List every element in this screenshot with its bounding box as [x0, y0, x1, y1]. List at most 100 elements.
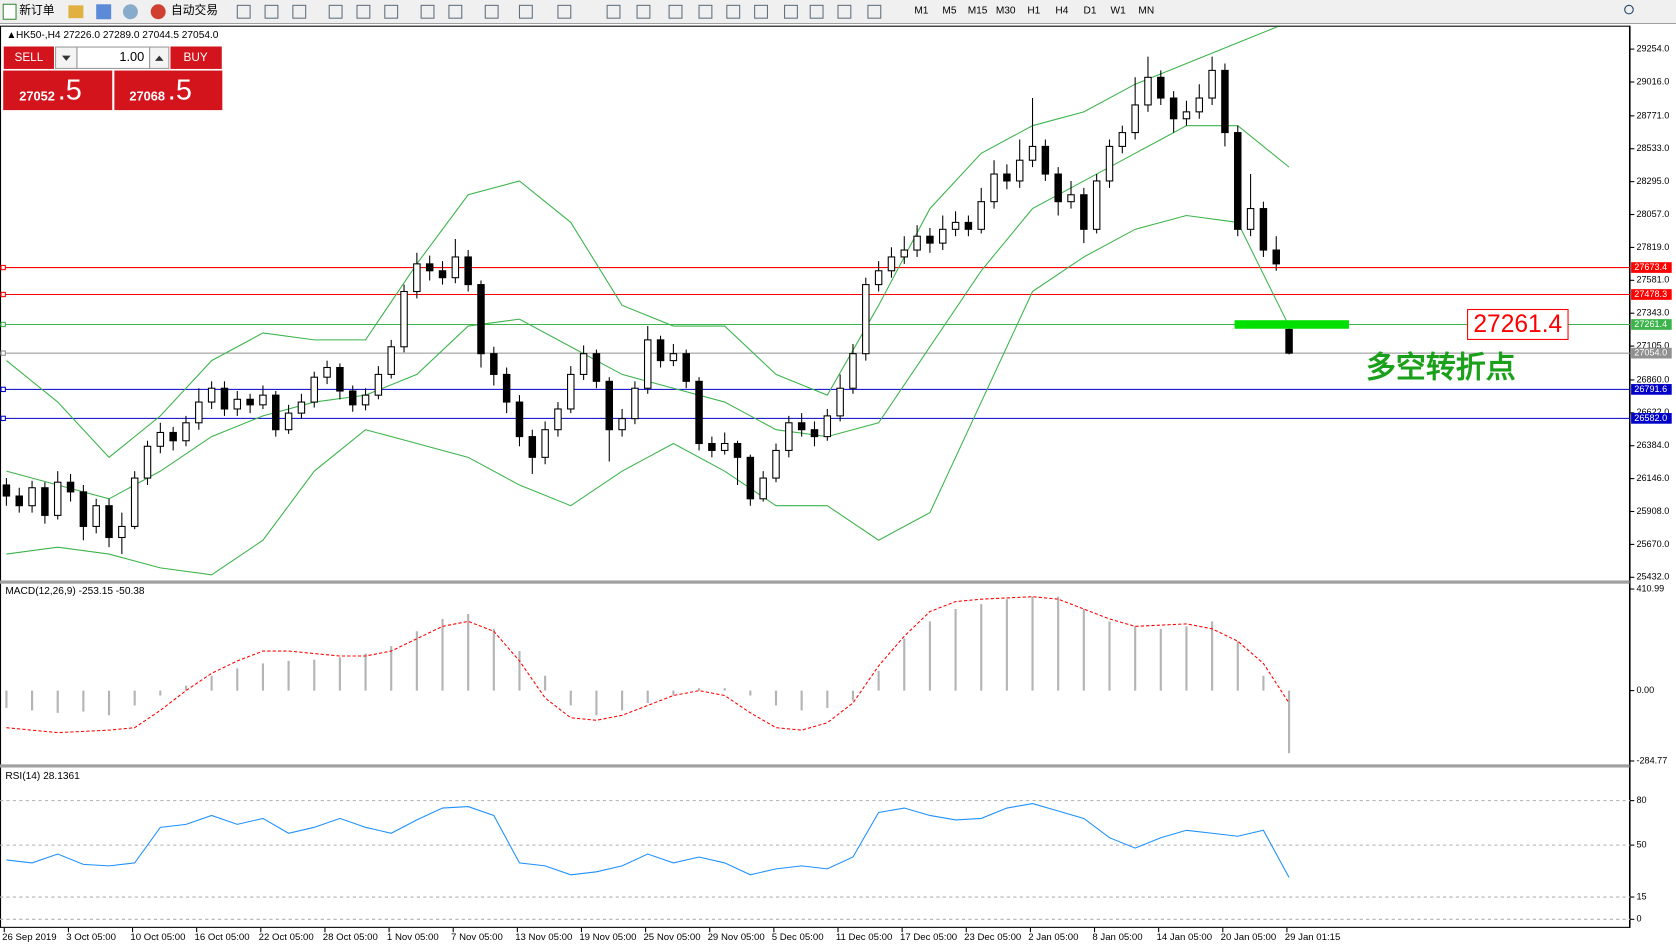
macd-bar — [159, 690, 162, 696]
timeframe-button[interactable]: M5 — [942, 5, 956, 16]
toolbar-icon[interactable] — [264, 4, 279, 19]
timeframe-button[interactable]: M1 — [914, 5, 928, 16]
toolbar-icon[interactable] — [867, 4, 882, 19]
toolbar-icon[interactable] — [557, 4, 572, 19]
candle-body — [207, 387, 216, 403]
x-tick-label: 16 Oct 05:00 — [195, 932, 250, 943]
price-level-tag — [1631, 347, 1672, 359]
toolbar-icon[interactable] — [448, 4, 463, 19]
candle-body — [785, 422, 793, 451]
timeframe-button[interactable]: M15 — [968, 5, 988, 16]
candle-body — [1041, 145, 1050, 175]
toolbar-icon[interactable] — [68, 5, 84, 19]
toolbar-icon[interactable] — [809, 4, 824, 19]
timeframe-button[interactable]: H1 — [1027, 5, 1040, 16]
bid-price: 27052 — [19, 89, 55, 104]
toolbar-icon[interactable] — [698, 4, 713, 19]
macd-bar — [467, 613, 470, 691]
x-tick-label: 2 Jan 05:00 — [1028, 932, 1078, 943]
y-tick-label: 0.00 — [1636, 685, 1654, 695]
candle-body — [348, 390, 357, 406]
auto-trading-icon[interactable] — [150, 4, 166, 20]
candle-body — [900, 249, 909, 258]
buy-price-box[interactable] — [114, 70, 223, 111]
macd-bar — [980, 604, 983, 691]
annotation-note: 多空转折点 — [1366, 351, 1516, 384]
y-tick-label: -284.77 — [1636, 755, 1667, 765]
candle-body — [964, 221, 973, 230]
toolbar-icon[interactable] — [668, 4, 683, 19]
x-tick-label: 19 Nov 05:00 — [579, 932, 636, 943]
timeframe-button[interactable]: D1 — [1084, 5, 1097, 16]
candle-body — [195, 401, 203, 424]
macd-bar — [1287, 690, 1291, 754]
y-tick-label: 26384.0 — [1636, 440, 1669, 450]
price-level-label: 26582.0 — [1634, 413, 1667, 423]
macd-bar — [338, 657, 341, 691]
y-tick-label: 28057.0 — [1636, 209, 1669, 219]
sell-button[interactable] — [2, 45, 56, 71]
toolbar-icon[interactable] — [784, 4, 798, 19]
candle-body — [220, 387, 229, 410]
macd-bar — [1185, 626, 1188, 691]
candle-body — [336, 366, 344, 392]
toolbar-icon[interactable] — [518, 4, 533, 19]
macd-bar — [415, 631, 418, 691]
panel-separator — [0, 764, 1631, 768]
sell-price-box[interactable] — [3, 70, 113, 111]
arrow-icon — [61, 55, 71, 61]
y-tick-label: 410.99 — [1636, 583, 1664, 593]
one-click-trading: SELL 1.00 BUY 27052 .5 27068 .5 — [2, 45, 223, 111]
auto-trading-button[interactable]: 自动交易 — [171, 3, 218, 17]
search-icon[interactable] — [1624, 4, 1634, 15]
y-tick-label: 25432.0 — [1636, 572, 1669, 582]
x-tick-label: 11 Dec 05:00 — [836, 932, 892, 943]
y-tick-label: 15 — [1636, 891, 1646, 901]
toolbar-icon[interactable] — [236, 4, 251, 19]
macd-bar — [5, 690, 8, 708]
toolbar-icon[interactable] — [122, 4, 138, 20]
candle-body — [605, 380, 614, 431]
timeframe-button[interactable]: H4 — [1055, 5, 1068, 16]
macd-bar — [544, 675, 547, 691]
toolbar-icon[interactable] — [636, 4, 651, 19]
x-tick-label: 13 Nov 05:00 — [515, 932, 572, 943]
toolbar-icon[interactable] — [328, 4, 343, 19]
macd-bar — [30, 690, 34, 711]
toolbar-icon[interactable] — [484, 4, 499, 19]
macd-bar — [236, 668, 239, 691]
candle-body — [169, 431, 177, 442]
toolbar-icon[interactable] — [420, 4, 435, 19]
timeframe-button[interactable]: MN — [1138, 5, 1154, 16]
new-order-button[interactable]: 新订单 — [19, 3, 54, 17]
buy-button[interactable] — [169, 45, 223, 71]
toolbar-icon[interactable] — [96, 4, 112, 20]
macd-bar — [1082, 609, 1085, 691]
toolbar-icon[interactable] — [726, 4, 741, 19]
y-tick-label: 28533.0 — [1636, 143, 1669, 153]
buy-label[interactable]: BUY — [184, 51, 208, 64]
macd-signal — [6, 596, 1290, 734]
x-tick-label: 17 Dec 05:00 — [900, 932, 957, 943]
candle-body — [836, 387, 844, 417]
toolbar-icon[interactable] — [754, 4, 768, 19]
new-order-icon[interactable] — [2, 3, 17, 20]
candle-body — [297, 401, 306, 414]
x-tick-label: 26 Sep 2019 — [2, 932, 57, 943]
macd-bar — [1031, 596, 1034, 691]
candle-body — [939, 228, 947, 244]
macd-bar — [903, 638, 906, 691]
toolbar-icon[interactable] — [292, 4, 307, 19]
toolbar-icon[interactable] — [384, 4, 399, 19]
toolbar-icon[interactable] — [837, 4, 852, 19]
toolbar-icon[interactable] — [356, 4, 371, 19]
candle-body — [53, 481, 62, 516]
lots-value[interactable]: 1.00 — [119, 49, 144, 64]
timeframe-button[interactable]: W1 — [1111, 5, 1127, 16]
toolbar-icon[interactable] — [606, 4, 621, 19]
candle-body — [1054, 173, 1062, 203]
candle-body — [233, 398, 242, 410]
candle-body — [759, 477, 767, 500]
sell-label[interactable]: SELL — [14, 51, 43, 64]
timeframe-button[interactable]: M30 — [996, 5, 1016, 16]
